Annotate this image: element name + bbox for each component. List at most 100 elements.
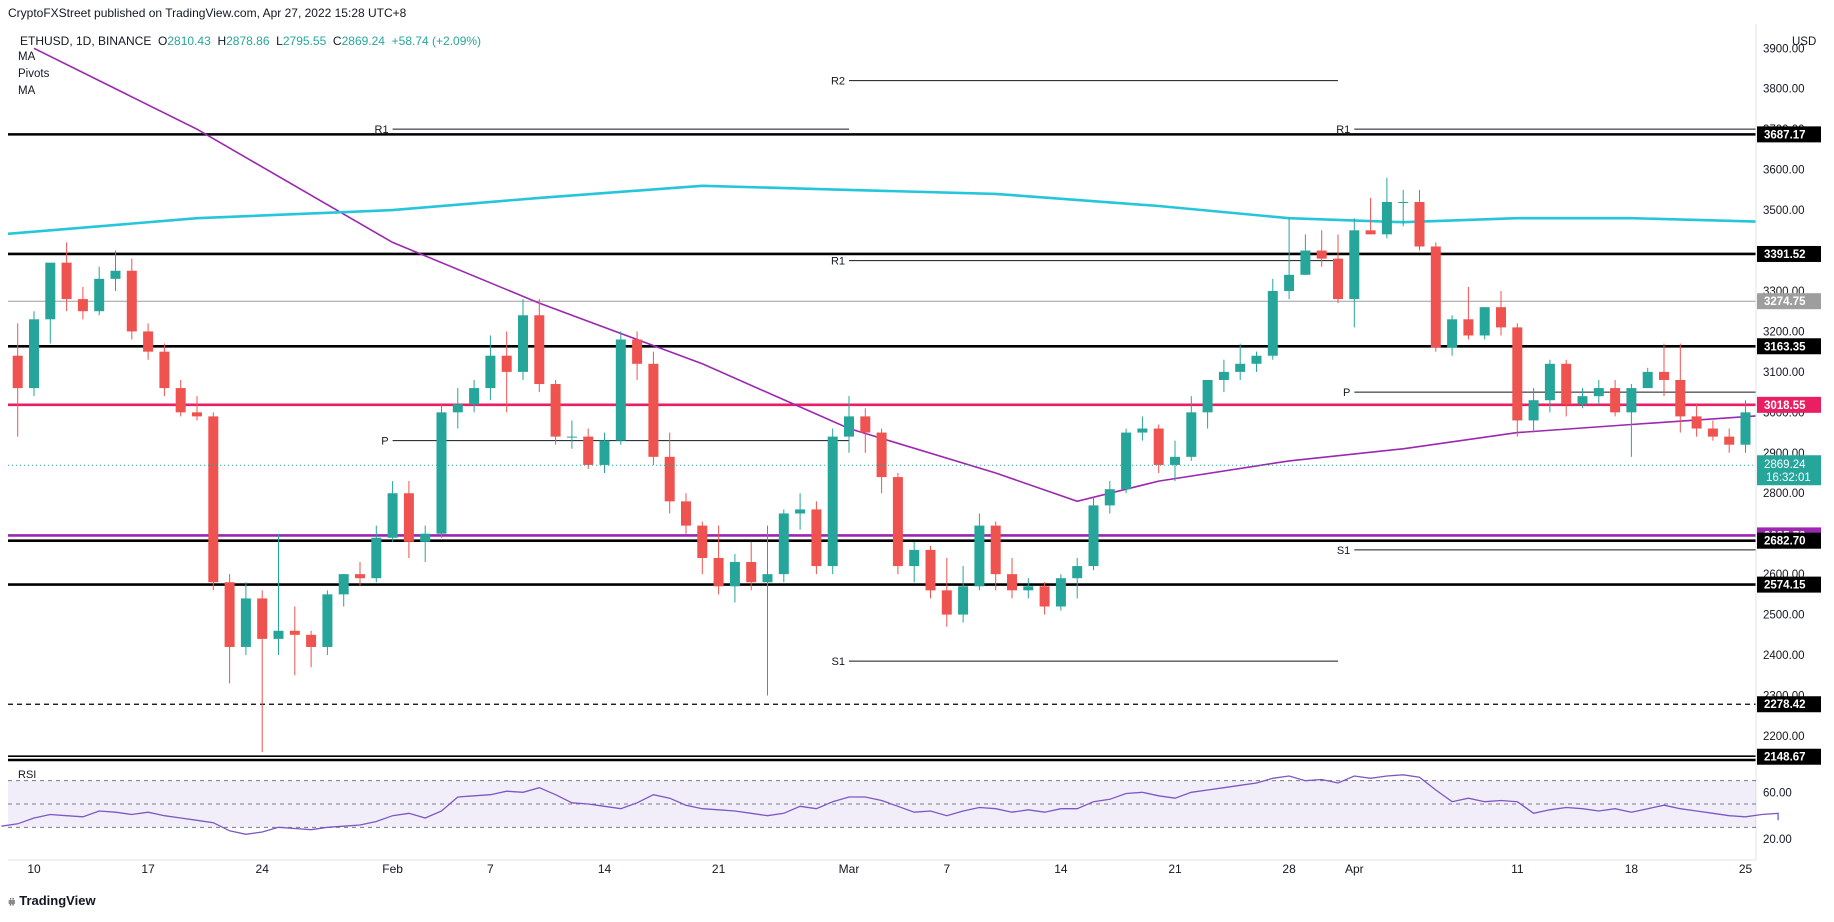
candle-body-93 [1512, 327, 1523, 421]
x-tick-12: Apr [1345, 862, 1364, 876]
x-tick-15: 25 [1739, 862, 1753, 876]
candle-body-16 [257, 598, 268, 639]
candle-body-4 [61, 262, 72, 300]
level-tag-label-2: 3274.75 [1764, 296, 1806, 308]
indicator-pivots[interactable]: Pivots [18, 68, 50, 80]
candle-body-78 [1267, 290, 1278, 356]
candle-body-66 [1072, 566, 1083, 579]
candle-body-3 [45, 262, 56, 320]
candle-body-97 [1577, 396, 1588, 405]
x-tick-3: Feb [382, 862, 403, 876]
y-tick-3: 2500.00 [1763, 610, 1805, 622]
candle-body-42 [681, 501, 691, 526]
level-tag-1 [1757, 245, 1821, 262]
candle-body-47 [762, 574, 773, 583]
y-tick-17: 3900.00 [1763, 43, 1805, 55]
candle-body-76 [1235, 363, 1246, 372]
x-tick-0: 10 [27, 862, 41, 876]
candle-body-46 [746, 562, 757, 583]
low-label: L [276, 34, 283, 48]
candle-body-50 [811, 509, 822, 567]
candle-body-88 [1430, 246, 1441, 348]
candle-body-25 [403, 493, 414, 542]
candle-body-21 [338, 574, 349, 595]
tradingview-mark-icon: ⩷ [8, 893, 16, 908]
currency-label[interactable]: USD [1792, 36, 1817, 48]
pivot-label-7: S1 [1337, 545, 1350, 557]
candle-body-48 [778, 513, 789, 575]
candle-body-67 [1088, 505, 1099, 567]
y-tick-9: 3100.00 [1763, 367, 1805, 379]
candle-body-91 [1479, 307, 1490, 336]
level-tag-label-9: 2148.67 [1764, 752, 1806, 764]
open-value: 2810.43 [167, 34, 211, 48]
rsi-tick-60: 60.00 [1763, 787, 1792, 799]
level-tag-7 [1757, 576, 1821, 593]
level-tag-label-0: 3687.17 [1764, 129, 1806, 141]
indicator-ma-2[interactable]: MA [18, 85, 36, 97]
candle-body-80 [1300, 250, 1311, 275]
high-value: 2878.86 [226, 34, 270, 48]
y-tick-10: 3200.00 [1763, 326, 1805, 338]
candle-body-32 [518, 315, 528, 372]
candle-body-13 [208, 416, 219, 583]
pivot-label-6: S1 [832, 656, 845, 668]
candle-body-40 [648, 363, 659, 457]
candle-body-102 [1659, 371, 1669, 380]
candle-body-103 [1675, 379, 1686, 417]
candle-body-84 [1365, 230, 1376, 235]
x-tick-5: 14 [598, 862, 612, 876]
candle-body-20 [322, 594, 333, 647]
pivot-label-4: P [1343, 387, 1350, 399]
candle-body-98 [1593, 388, 1604, 397]
candle-body-11 [175, 388, 186, 413]
main-pane: R2 R1 R1 R1 P P S1 S1 [8, 47, 1756, 757]
candle-body-26 [420, 533, 431, 542]
level-tag-4 [1757, 396, 1821, 413]
level-tag-label-7: 2574.15 [1764, 580, 1806, 592]
candle-body-104 [1691, 416, 1702, 429]
candle-body-100 [1626, 388, 1637, 413]
candle-body-82 [1333, 258, 1343, 300]
candle-body-35 [566, 436, 577, 438]
candle-body-107 [1740, 412, 1751, 445]
candle-body-106 [1724, 436, 1735, 445]
candle-body-57 [925, 549, 936, 591]
x-tick-8: 7 [943, 862, 950, 876]
candle-body-37 [599, 440, 610, 465]
current-price-tag [1757, 455, 1821, 486]
candle-body-24 [387, 493, 398, 538]
low-value: 2795.55 [282, 34, 327, 48]
rsi-line [1, 774, 1779, 835]
candle-body-83 [1349, 230, 1360, 300]
candle-body-10 [159, 351, 170, 389]
candle-body-8 [126, 270, 137, 332]
candle-body-52 [844, 416, 854, 437]
level-tag-label-8: 2278.42 [1764, 699, 1806, 711]
candle-body-29 [469, 388, 480, 405]
candle-body-27 [436, 412, 447, 534]
level-tag-label-6: 2682.70 [1764, 536, 1806, 548]
candle-body-70 [1137, 428, 1148, 433]
candle-body-64 [1039, 586, 1050, 607]
level-tag-label-3: 3163.35 [1764, 341, 1806, 353]
candle-body-28 [452, 404, 463, 413]
close-label: C [332, 34, 342, 48]
x-tick-13: 11 [1511, 862, 1524, 876]
candle-body-94 [1528, 400, 1539, 421]
rsi-tick-20: 20.00 [1763, 834, 1792, 846]
candle-body-77 [1251, 355, 1262, 364]
candle-body-18 [289, 630, 300, 635]
indicator-ma-1[interactable]: MA [18, 51, 36, 63]
candle-body-22 [355, 574, 365, 579]
x-tick-1: 17 [141, 862, 155, 876]
candle-body-55 [892, 477, 903, 567]
ohlc-line: ETHUSD, 1D, BINANCE O2810.43 H2878.86 L2… [20, 34, 481, 48]
candle-body-81 [1316, 250, 1327, 259]
candle-body-33 [534, 315, 545, 385]
tradingview-logo: ⩷ TradingView [8, 893, 96, 909]
x-tick-6: 21 [712, 862, 726, 876]
y-tick-0: 2200.00 [1763, 731, 1805, 743]
candle-body-99 [1610, 388, 1621, 413]
y-tick-13: 3500.00 [1763, 205, 1805, 217]
